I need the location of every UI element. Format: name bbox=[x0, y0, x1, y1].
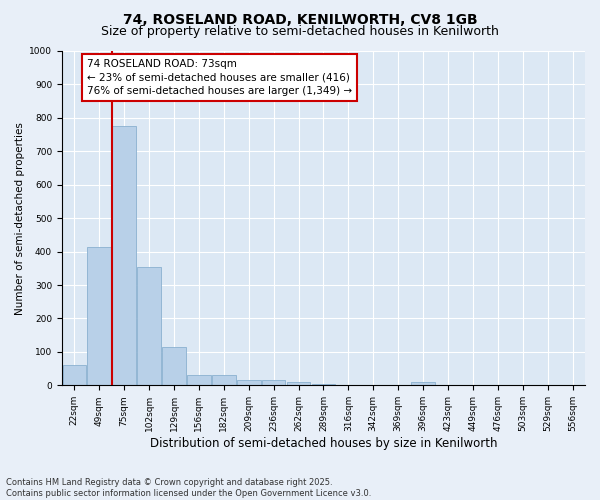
Text: Size of property relative to semi-detached houses in Kenilworth: Size of property relative to semi-detach… bbox=[101, 25, 499, 38]
Y-axis label: Number of semi-detached properties: Number of semi-detached properties bbox=[15, 122, 25, 314]
Bar bbox=[287, 382, 310, 386]
Bar bbox=[187, 376, 211, 386]
Bar bbox=[137, 266, 161, 386]
Text: Contains HM Land Registry data © Crown copyright and database right 2025.
Contai: Contains HM Land Registry data © Crown c… bbox=[6, 478, 371, 498]
Bar bbox=[411, 382, 435, 386]
Text: 74 ROSELAND ROAD: 73sqm
← 23% of semi-detached houses are smaller (416)
76% of s: 74 ROSELAND ROAD: 73sqm ← 23% of semi-de… bbox=[87, 60, 352, 96]
Bar bbox=[212, 376, 236, 386]
Bar bbox=[62, 366, 86, 386]
Bar bbox=[262, 380, 286, 386]
X-axis label: Distribution of semi-detached houses by size in Kenilworth: Distribution of semi-detached houses by … bbox=[149, 437, 497, 450]
Bar bbox=[162, 347, 186, 386]
Bar bbox=[311, 384, 335, 386]
Bar bbox=[88, 246, 111, 386]
Bar bbox=[112, 126, 136, 386]
Text: 74, ROSELAND ROAD, KENILWORTH, CV8 1GB: 74, ROSELAND ROAD, KENILWORTH, CV8 1GB bbox=[122, 12, 478, 26]
Bar bbox=[237, 380, 260, 386]
